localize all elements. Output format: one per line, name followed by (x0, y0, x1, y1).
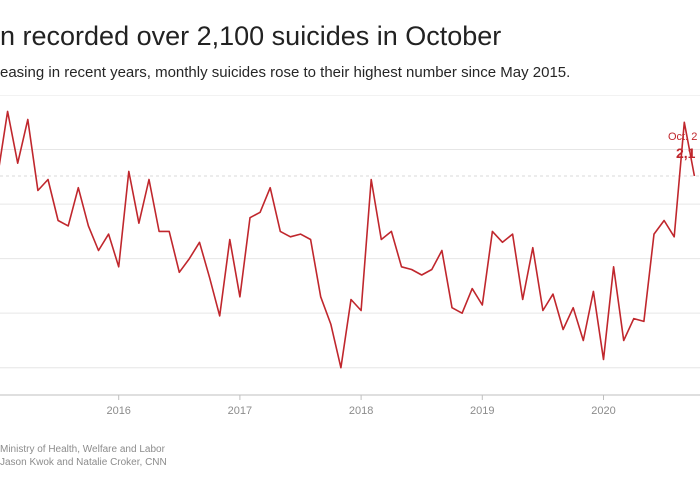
chart-subtitle: easing in recent years, monthly suicides… (0, 64, 571, 81)
source-line-1: Ministry of Health, Welfare and Labor (0, 444, 165, 455)
x-tick-label: 2020 (591, 405, 615, 417)
chart-title: n recorded over 2,100 suicides in Octobe… (0, 21, 502, 51)
x-tick-label: 2019 (470, 405, 494, 417)
x-tick-label: 2017 (228, 405, 252, 417)
annotation-value: 2,1 (676, 145, 696, 161)
suicides-line (0, 110, 696, 369)
annotation-date: Oct. 2 (668, 131, 697, 143)
x-tick-label: 2018 (349, 405, 373, 417)
gridlines (0, 95, 700, 396)
x-tick-label: 2016 (106, 405, 130, 417)
source-line-2: Jason Kwok and Natalie Croker, CNN (0, 457, 167, 468)
x-axis: 2016 2017 2018 2019 2020 (106, 395, 616, 417)
line-chart: 2016 2017 2018 2019 2020 Oct. 2 2,1 (0, 95, 700, 417)
